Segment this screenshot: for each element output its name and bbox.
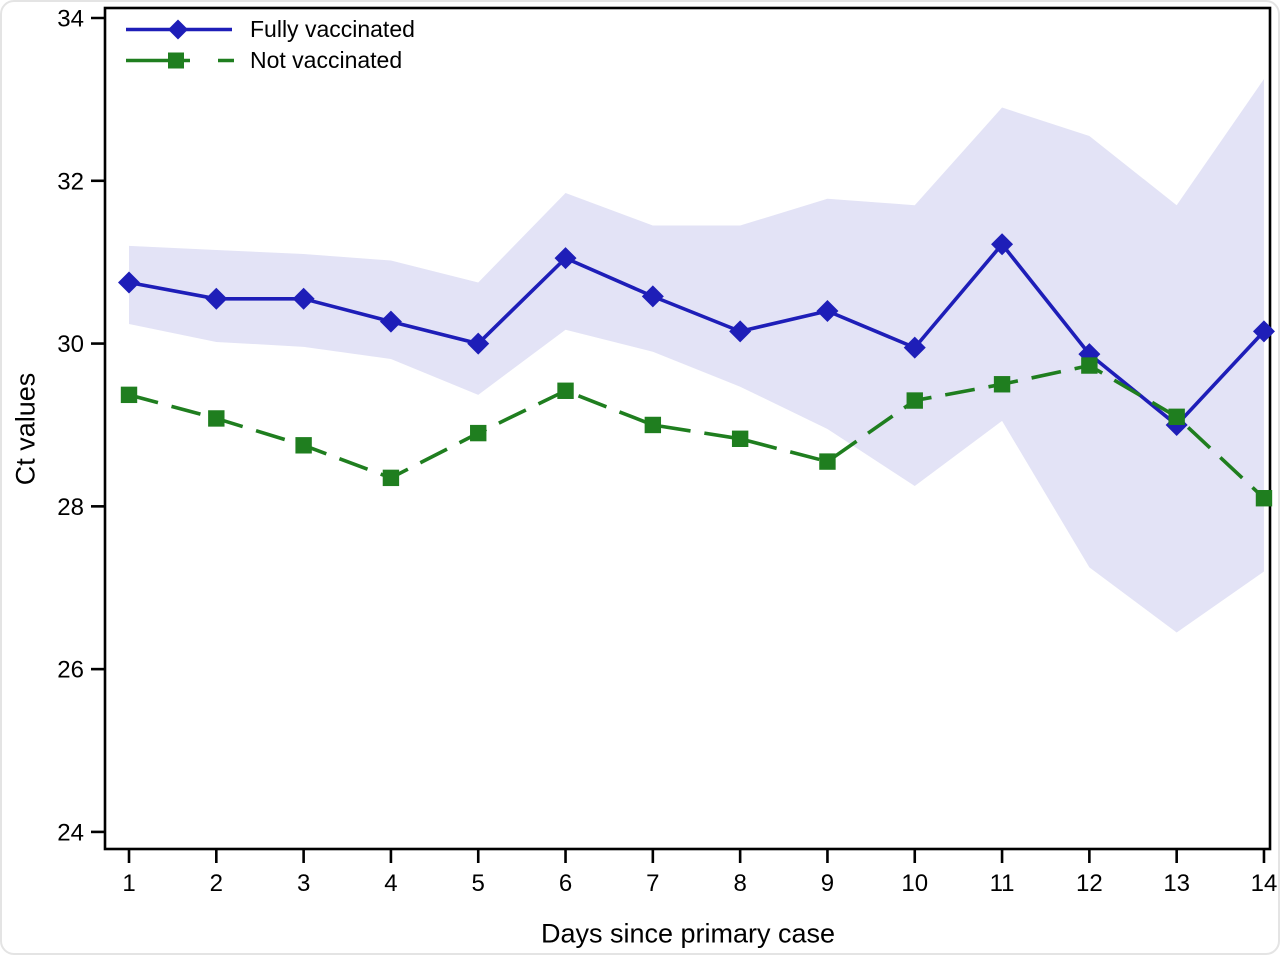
y-tick-label: 30	[57, 331, 84, 358]
data-point-marker-square	[120, 386, 138, 404]
data-point-marker-diamond	[991, 233, 1014, 256]
x-tick-label: 4	[384, 870, 397, 897]
data-point-marker-square	[470, 424, 487, 442]
data-point-marker-square	[1168, 408, 1185, 426]
x-tick-label: 7	[646, 870, 659, 897]
data-point-marker-diamond	[292, 287, 315, 310]
data-point-marker-diamond	[903, 336, 926, 359]
data-point-marker-square	[644, 416, 662, 434]
data-point-marker-diamond	[467, 332, 490, 355]
line-not-vaccinated	[128, 363, 1266, 500]
data-point-marker-diamond	[816, 300, 839, 323]
legend-item-fully-vaccinated: Fully vaccinated	[120, 14, 415, 45]
legend-sample-square	[168, 52, 184, 69]
data-point-marker-diamond	[1252, 320, 1275, 343]
x-tick-label: 8	[733, 870, 746, 897]
x-tick-label: 3	[297, 870, 310, 897]
y-tick-label: 28	[57, 494, 84, 521]
x-tick-label: 14	[1251, 870, 1278, 897]
data-point-marker-square	[993, 376, 1011, 393]
data-point-marker-square	[731, 430, 749, 447]
data-point-marker-square	[906, 392, 923, 409]
x-tick-label: 12	[1076, 870, 1103, 897]
y-tick-label: 26	[57, 657, 84, 684]
x-axis-title: Days since primary case	[540, 918, 836, 949]
x-tick-label: 10	[901, 870, 928, 897]
legend-line-square-icon	[126, 52, 234, 69]
confidence-band-layer	[129, 79, 1264, 633]
data-point-marker-square	[208, 410, 225, 427]
x-tick-label: 6	[559, 870, 572, 897]
data-point-marker-square	[557, 382, 574, 399]
plot-frame	[103, 6, 1272, 851]
confidence-band	[129, 79, 1264, 633]
x-tick-label: 13	[1163, 870, 1190, 897]
legend-label-fully-vaccinated: Fully vaccinated	[250, 16, 415, 42]
legend-item-not-vaccinated: Not vaccinated	[120, 45, 415, 76]
x-tick-label: 5	[472, 870, 485, 897]
line-fully-vaccinated	[128, 242, 1266, 427]
data-point-marker-square	[1255, 490, 1273, 507]
x-tick-label: 9	[821, 870, 834, 897]
y-axis-title: Ct values	[10, 372, 41, 486]
data-point-marker-diamond	[379, 310, 402, 333]
legend: Fully vaccinated Not vaccinated	[120, 14, 415, 76]
legend-label-not-vaccinated: Not vaccinated	[250, 47, 403, 73]
x-tick-label: 1	[122, 870, 135, 897]
data-point-marker-square	[1081, 357, 1098, 374]
legend-line-diamond-icon	[126, 19, 232, 40]
series-markers-layer	[118, 233, 1275, 507]
x-tick-label: 2	[210, 870, 223, 897]
y-tick-label: 32	[57, 168, 84, 195]
data-point-marker-square	[295, 437, 312, 454]
data-point-marker-square	[819, 453, 836, 470]
legend-sample-diamond	[168, 19, 188, 40]
x-tick-label: 11	[990, 870, 1015, 897]
data-point-marker-diamond	[118, 271, 141, 294]
y-tick-label: 34	[57, 6, 84, 33]
y-tick-label: 24	[57, 819, 84, 846]
data-point-marker-diamond	[554, 247, 577, 270]
data-point-marker-diamond	[205, 287, 228, 310]
data-point-marker-square	[382, 469, 400, 487]
data-point-marker-diamond	[641, 285, 664, 308]
series-lines-layer	[128, 242, 1266, 500]
axis-frame-layer	[103, 6, 1272, 851]
data-point-marker-diamond	[729, 320, 752, 343]
